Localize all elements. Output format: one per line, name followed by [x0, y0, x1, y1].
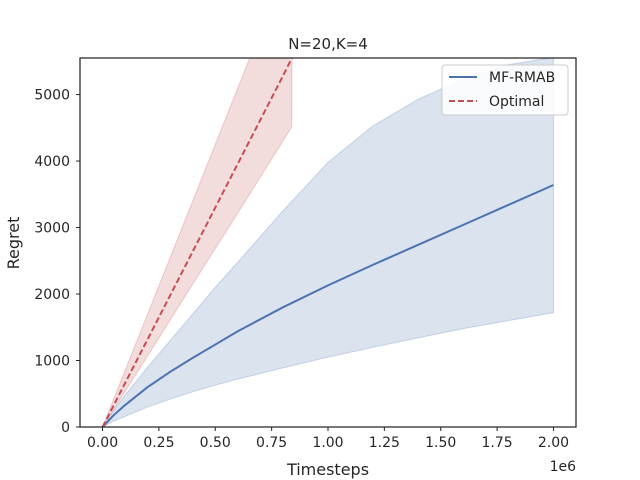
y-tick-label: 3000 — [34, 221, 70, 237]
y-tick-label: 5000 — [34, 88, 70, 104]
y-tick-label: 1000 — [34, 354, 70, 370]
y-axis-ticks: 0 1000 2000 3000 4000 5000 — [34, 88, 80, 436]
x-tick-label: 0.50 — [200, 435, 231, 451]
x-axis-label: Timesteps — [286, 460, 369, 479]
y-tick-label: 4000 — [34, 154, 70, 170]
x-tick-label: 0.00 — [87, 435, 118, 451]
line-optimal — [101, 58, 293, 427]
legend-label-mf-rmab: MF-RMAB — [489, 70, 555, 86]
x-tick-label: 1.50 — [425, 435, 456, 451]
confidence-bands — [102, 58, 554, 427]
y-tick-label: 0 — [61, 420, 70, 436]
y-tick-label: 2000 — [34, 287, 70, 303]
x-tick-label: 1.00 — [312, 435, 343, 451]
legend-label-optimal: Optimal — [489, 94, 544, 110]
legend: MF-RMAB Optimal — [441, 64, 569, 116]
x-tick-label: 0.75 — [256, 435, 287, 451]
series-lines — [101, 58, 554, 427]
chart-title: N=20,K=4 — [288, 35, 368, 53]
x-tick-label: 2.00 — [538, 435, 569, 451]
x-tick-label: 0.25 — [143, 435, 174, 451]
y-axis-label: Regret — [4, 217, 23, 270]
x-tick-label: 1.75 — [482, 435, 513, 451]
x-axis-ticks: 0.00 0.25 0.50 0.75 1.00 1.25 1.50 1.75 2.00 — [87, 427, 569, 451]
x-axis-offset-label: 1e6 — [550, 459, 577, 475]
line-mf-rmab — [101, 184, 554, 427]
x-tick-label: 1.25 — [369, 435, 400, 451]
